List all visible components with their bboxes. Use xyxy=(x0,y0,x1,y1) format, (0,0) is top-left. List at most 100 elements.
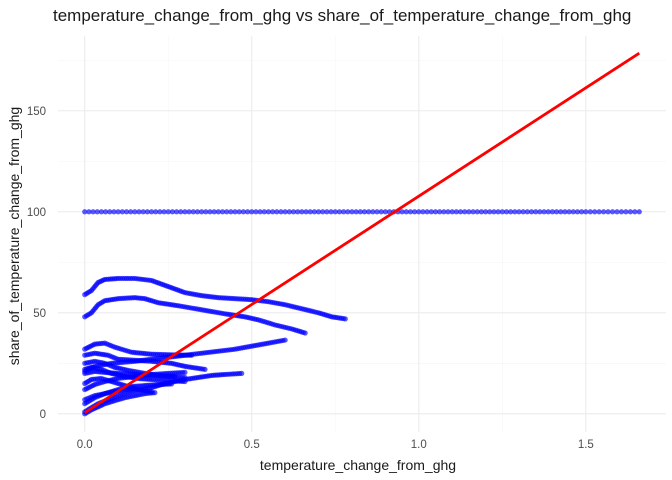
data-point xyxy=(349,209,355,215)
x-tick-label: 0.0 xyxy=(77,439,93,451)
data-point xyxy=(520,209,526,215)
data-point xyxy=(474,209,480,215)
data-point xyxy=(299,209,305,215)
data-point xyxy=(574,209,581,215)
data-point xyxy=(353,209,359,215)
data-point xyxy=(182,369,188,375)
data-point xyxy=(303,209,309,215)
x-tick-label: 0.5 xyxy=(244,439,260,451)
data-point xyxy=(190,209,196,215)
data-point xyxy=(601,209,607,215)
fit-line xyxy=(83,51,641,414)
data-point xyxy=(282,209,288,215)
data-point xyxy=(562,209,568,215)
data-point xyxy=(453,209,459,215)
data-point xyxy=(432,209,439,215)
data-point xyxy=(115,209,121,215)
data-point xyxy=(148,209,155,215)
chart-title: temperature_change_from_ghg vs share_of_… xyxy=(53,6,631,25)
data-point xyxy=(378,209,384,215)
data-point xyxy=(533,209,539,215)
x-axis-title: temperature_change_from_ghg xyxy=(260,457,456,473)
data-point xyxy=(524,209,530,215)
data-point xyxy=(370,209,376,215)
data-point xyxy=(107,209,113,215)
data-point xyxy=(512,209,518,215)
data-point xyxy=(119,209,125,215)
data-point xyxy=(399,209,405,215)
axis-ticks: 0.0 0.5 1.0 1.5 0 50 100 150 xyxy=(27,106,594,451)
data-point xyxy=(244,209,251,215)
data-point xyxy=(382,209,388,215)
data-point xyxy=(342,316,348,322)
data-point xyxy=(178,209,184,215)
data-point xyxy=(123,209,130,215)
data-point xyxy=(424,209,430,215)
data-point xyxy=(632,209,638,215)
data-point xyxy=(103,209,109,215)
data-point xyxy=(579,209,585,215)
data-point xyxy=(503,209,510,215)
data-point xyxy=(332,209,338,215)
data-point xyxy=(583,209,589,215)
data-point xyxy=(361,209,368,215)
data-point xyxy=(128,209,134,215)
x-tick-label: 1.0 xyxy=(411,439,427,451)
data-point xyxy=(437,209,443,215)
data-point xyxy=(236,209,242,215)
data-point xyxy=(202,366,208,372)
data-point xyxy=(315,209,322,215)
data-point xyxy=(341,209,347,215)
data-point xyxy=(207,209,213,215)
data-point xyxy=(374,209,380,215)
data-point xyxy=(336,209,343,215)
data-point xyxy=(219,209,226,215)
data-point xyxy=(240,209,247,215)
data-point xyxy=(320,209,326,215)
data-point xyxy=(491,209,497,215)
data-point xyxy=(161,209,167,215)
data-point xyxy=(153,209,159,215)
data-point xyxy=(457,209,464,215)
data-point xyxy=(516,209,522,215)
data-point xyxy=(324,209,330,215)
y-axis-title: share_of_temperature_change_from_ghg xyxy=(6,107,22,365)
data-point xyxy=(462,209,468,215)
data-point xyxy=(487,209,493,215)
data-point xyxy=(189,352,195,358)
data-point xyxy=(295,209,301,215)
data-point xyxy=(614,209,620,215)
data-point xyxy=(428,209,434,215)
data-point xyxy=(157,209,163,215)
data-point xyxy=(449,209,455,215)
data-point xyxy=(90,209,96,215)
data-point xyxy=(483,209,489,215)
data-point xyxy=(172,373,178,380)
data-point xyxy=(328,209,334,215)
data-point xyxy=(111,209,117,215)
y-tick-label: 100 xyxy=(27,207,46,219)
data-point xyxy=(86,209,92,215)
data-point xyxy=(592,209,598,215)
data-point xyxy=(366,209,372,215)
data-point xyxy=(132,209,138,215)
data-point xyxy=(478,209,485,215)
data-point xyxy=(541,209,547,215)
data-point xyxy=(596,209,602,215)
data-point xyxy=(94,209,100,215)
data-point xyxy=(545,209,551,215)
y-tick-label: 150 xyxy=(27,106,46,118)
data-point xyxy=(98,209,105,215)
data-point xyxy=(274,209,280,215)
data-point xyxy=(420,209,426,215)
data-point xyxy=(186,209,192,215)
fit-line-group xyxy=(83,51,641,414)
data-point xyxy=(412,209,418,215)
y-tick-label: 0 xyxy=(40,409,46,421)
data-point xyxy=(570,209,576,215)
data-point xyxy=(132,385,138,392)
data-point xyxy=(169,209,176,215)
data-point xyxy=(211,209,217,215)
data-point xyxy=(357,209,363,215)
data-point xyxy=(270,209,276,215)
